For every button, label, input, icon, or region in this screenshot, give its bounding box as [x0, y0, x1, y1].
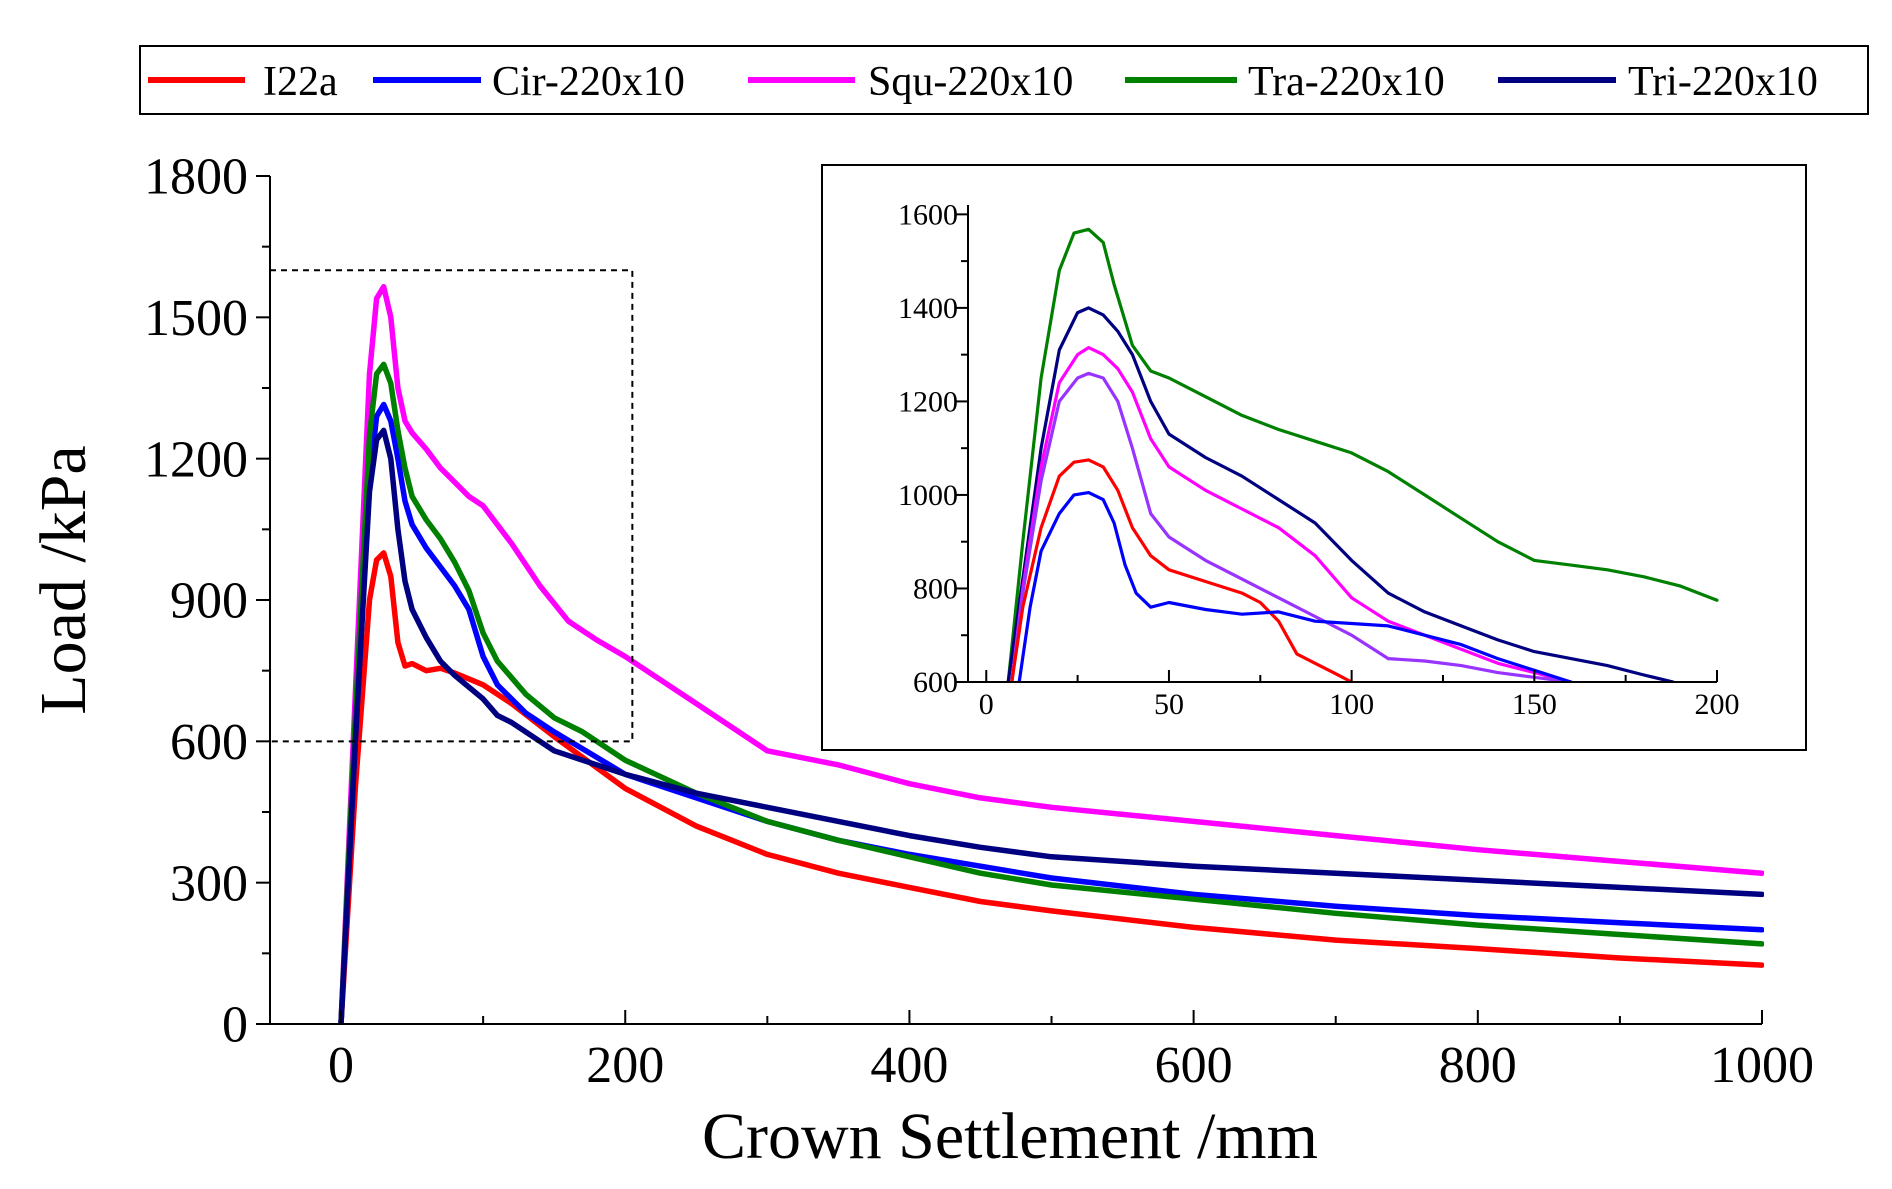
inset-plot-x-tick-label: 100	[1329, 688, 1374, 721]
main-plot-y-tick-label: 900	[170, 573, 248, 630]
zoom-region-box	[269, 269, 634, 743]
inset-plot-series-line-1	[1006, 306, 1675, 682]
inset-plot-y-tick-label: 1000	[898, 479, 958, 512]
inset-frame	[821, 164, 1807, 751]
main-plot-x-tick-label: 400	[870, 1037, 948, 1094]
legend-label-3: Tra-220x10	[1248, 59, 1445, 105]
main-plot-y-tick-label: 600	[170, 714, 248, 771]
main-plot-series-line-3	[338, 361, 1764, 1024]
legend-label-4: Tri-220x10	[1628, 59, 1818, 105]
inset-plot-series-group	[1006, 227, 1719, 682]
inset-plot-series-line-5	[1017, 491, 1573, 682]
inset-plot-series-line-3	[1010, 371, 1573, 682]
inset-plot-series-line-4	[1010, 458, 1354, 682]
main-plot-series-group	[338, 283, 1764, 1024]
main-plot-series-line-0	[338, 550, 1764, 1024]
inset-plot-y-tick-label: 1600	[898, 199, 958, 232]
main-plot-x-tick-label: 1000	[1710, 1037, 1814, 1094]
legend: I22a Cir-220x10 Squ-220x10 Tra-220x10 Tr…	[139, 45, 1869, 115]
inset-plot-x-tick-label: 50	[1154, 688, 1184, 721]
y-axis-label: Load /kPa	[27, 445, 100, 714]
main-plot-y-tick-label: 1200	[144, 431, 248, 488]
inset-plot: 0 50 100 150 200 600 800 1000 1200 1400 1600	[898, 199, 1740, 721]
legend-label-1: Cir-220x10	[492, 59, 685, 105]
main-plot-series-line-4	[338, 427, 1764, 1024]
inset-plot-y-tick-label: 800	[913, 573, 958, 606]
main-plot-y-tick-label: 1500	[144, 290, 248, 347]
inset-plot-series-line-0	[1006, 227, 1719, 682]
main-plot-y-tick-label: 0	[222, 997, 248, 1054]
x-axis-label: Crown Settlement /mm	[702, 1100, 1318, 1173]
legend-label-0: I22a	[263, 59, 338, 105]
inset-plot-x-tick-label: 200	[1695, 688, 1740, 721]
main-plot-series-line-2	[338, 283, 1764, 1024]
main-plot-y-tick-label: 1800	[144, 149, 248, 206]
main-plot-y-tick-label: 300	[170, 855, 248, 912]
main-plot-x-tick-label: 800	[1439, 1037, 1517, 1094]
inset-plot-y-tick-label: 1400	[898, 292, 958, 325]
inset-plot-series-line-2	[1010, 346, 1573, 682]
inset-plot-x-tick-label: 0	[979, 688, 994, 721]
inset-plot-y-tick-label: 600	[913, 666, 958, 699]
inset-plot-y-tick-label: 1200	[898, 386, 958, 419]
main-plot-x-tick-label: 600	[1155, 1037, 1233, 1094]
inset-plot-x-tick-label: 150	[1512, 688, 1557, 721]
main-plot-series-line-1	[338, 401, 1764, 1024]
legend-label-2: Squ-220x10	[868, 59, 1073, 105]
main-plot-x-tick-label: 0	[328, 1037, 354, 1094]
main-plot-x-tick-label: 200	[586, 1037, 664, 1094]
